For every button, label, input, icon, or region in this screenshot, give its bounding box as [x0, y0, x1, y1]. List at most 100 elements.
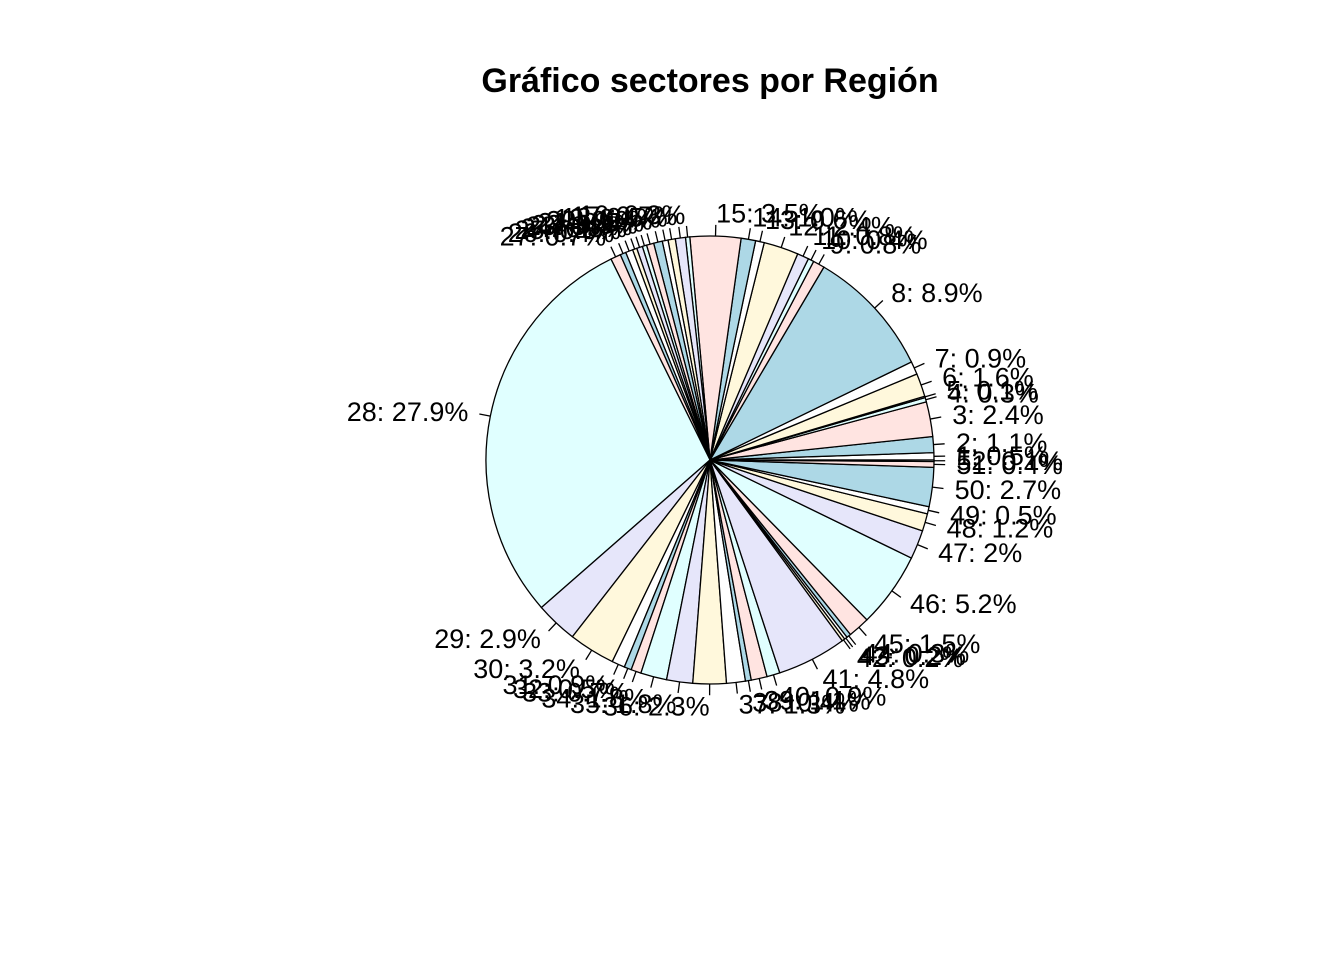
pie-slice-label-33: 33: 0.7% [522, 678, 629, 708]
pie-leader-46 [891, 590, 902, 598]
pie-slice-label-1: 1: 0.5% [956, 441, 1048, 471]
pie-leader-39 [758, 678, 763, 690]
pie-leader-5 [924, 393, 936, 398]
pie-leader-40 [772, 674, 778, 686]
pie-leader-28 [479, 413, 491, 417]
pie-leader-20 [654, 231, 659, 243]
pie-slice-label-48: 48: 1.2% [947, 514, 1054, 544]
pie-leader-23 [635, 236, 641, 248]
pie-slice-label-9: 9: 0.8% [830, 230, 922, 260]
pie-slice-label-6: 6: 1.6% [942, 363, 1034, 393]
pie-slice-label-23: 23: 0.4% [526, 211, 633, 241]
pie-slices [485, 235, 935, 685]
pie-slice-label-28: 28: 27.9% [347, 397, 469, 427]
pie-leader-13 [759, 230, 764, 242]
pie-leader-10 [810, 249, 817, 261]
pie-leader-2 [933, 443, 945, 446]
pie-slice-label-18: 18: 0.5% [561, 202, 668, 232]
pie-slice-label-40: 40: 0.9% [780, 681, 887, 711]
pie-slice-28 [485, 258, 711, 609]
pie-slice-label-29: 29: 2.9% [434, 624, 541, 654]
pie-slice-label-42: 42: 0.2% [857, 643, 964, 673]
pie-slice-label-7: 7: 0.9% [935, 344, 1027, 374]
pie-slice-52 [709, 459, 935, 463]
pie-slice-label-47: 47: 2% [938, 538, 1022, 568]
pie-leader-37 [735, 682, 738, 694]
pie-leader-26 [618, 243, 624, 254]
pie-leader-9 [818, 254, 825, 265]
pie-slice-label-3: 3: 2.4% [952, 400, 1044, 430]
pie-slice-label-22: 22: 0.3% [531, 209, 638, 239]
pie-leader-24 [630, 238, 636, 250]
pie-slice-label-41: 41: 4.8% [823, 664, 930, 694]
pie-slice-label-8: 8: 8.9% [891, 278, 983, 308]
pie-leader-14 [747, 228, 751, 240]
pie-leader-41 [811, 658, 819, 670]
pie-leader-48 [924, 521, 937, 527]
pie-slice-label-38: 38: 0.4% [752, 688, 859, 718]
pie-leader-17 [678, 226, 681, 239]
pie-slice-label-32: 32: 0.5% [513, 674, 620, 704]
pie-slice-8 [708, 266, 913, 462]
pie-leader-27 [610, 246, 617, 258]
pie-leader-4 [925, 396, 937, 401]
pie-leader-45 [858, 626, 867, 637]
pie-leader-3 [930, 416, 942, 420]
pie-slice-label-37: 37: 1.3% [739, 690, 846, 720]
pie-leader-44 [848, 635, 857, 646]
pie-leader-6 [920, 380, 932, 386]
pie-slice-label-15: 15: 3.5% [716, 199, 823, 229]
pie-slice-label-2: 2: 1.1% [956, 428, 1048, 458]
pie-leader-21 [646, 233, 651, 245]
pie-slice-label-17: 17: 0.7% [571, 201, 678, 231]
pie-leader-34 [650, 676, 655, 688]
pie-leader-18 [669, 228, 673, 240]
pie-slice-label-52: 52: 0.1% [956, 446, 1063, 476]
pie-slice-label-31: 31: 0.9% [503, 670, 610, 700]
pie-slice-label-24: 24: 0.3% [521, 213, 628, 243]
pie-slice-label-50: 50: 2.7% [955, 475, 1062, 505]
pie-leader-47 [917, 544, 929, 550]
pie-slice-label-12: 12: 2.4% [788, 211, 895, 241]
pie-slice-label-35: 35: 1.8% [570, 689, 677, 719]
pie-slice-label-26: 26: 0.4% [508, 218, 615, 248]
pie-leader-22 [640, 234, 646, 247]
pie-slice-label-43: 43: 0.2% [859, 641, 966, 671]
pie-labels: 1: 0.5%2: 1.1%3: 2.4%4: 0.3%5: 0.1%6: 1.… [347, 199, 1063, 722]
pie-slice-label-46: 46: 5.2% [910, 589, 1017, 619]
pie-leader-8 [874, 300, 884, 309]
pie-slice-label-30: 30: 3.2% [473, 654, 580, 684]
pie-leader-16 [685, 225, 689, 238]
pie-leader-lines [479, 224, 946, 696]
pie-slice-label-39: 39: 1.1% [764, 685, 871, 715]
pie-slice-label-25: 25: 0.5% [514, 215, 621, 245]
pie-slice-label-36: 36: 2.3% [603, 691, 710, 721]
pie-leader-32 [623, 668, 629, 680]
pie-slice-label-20: 20: 0.6% [546, 205, 653, 235]
pie-slice-label-11: 11: 0.8% [812, 221, 917, 251]
pie-leader-49 [928, 509, 940, 514]
pie-slice-label-19: 19: 0.4% [554, 204, 661, 234]
pie-slice-label-10: 10: 0.4% [821, 225, 928, 255]
pie-slice-label-14: 14: 1.0% [752, 202, 859, 232]
pie-slice-label-5: 5: 0.1% [946, 376, 1038, 406]
pie-leader-33 [631, 671, 637, 683]
chart-title: Gráfico sectores por Región [481, 62, 938, 100]
pie-slice-label-49: 49: 0.5% [950, 500, 1057, 530]
pie-leader-42 [842, 639, 851, 650]
pie-leader-30 [585, 649, 593, 661]
pie-leader-35 [677, 681, 681, 694]
pie-slice-label-21: 21: 0.5% [538, 208, 645, 238]
pie-slice-label-27: 27: 0.7% [500, 222, 607, 252]
pie-leader-19 [662, 229, 666, 241]
pie-slice-label-34: 34: 1.8% [541, 683, 648, 713]
pie-slice-label-13: 13: 0.6% [765, 205, 872, 235]
pie-slice-label-16: 16: 0.3% [579, 200, 686, 230]
pie-slice-label-44: 44: 0.3% [863, 638, 970, 668]
pie-leader-25 [624, 240, 630, 252]
pie-slice-label-4: 4: 0.3% [947, 379, 1039, 409]
pie-leader-12 [780, 236, 786, 248]
pie-slice-label-51: 51: 0.4% [956, 450, 1063, 480]
pie-leader-31 [613, 664, 619, 675]
